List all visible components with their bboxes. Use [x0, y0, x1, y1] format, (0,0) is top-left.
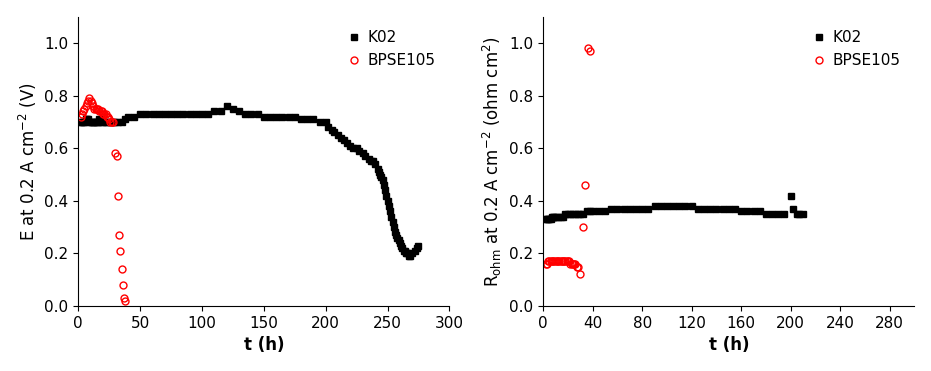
X-axis label: t (h): t (h)	[244, 336, 284, 354]
BPSE105	[88, 104, 99, 108]
BPSE105	[87, 101, 98, 106]
BPSE105	[76, 112, 88, 116]
Line: BPSE105: BPSE105	[77, 95, 128, 304]
BPSE105	[565, 262, 576, 266]
K02	[88, 120, 100, 124]
K02	[384, 204, 395, 208]
Y-axis label: E at 0.2 A cm$^{-2}$ (V): E at 0.2 A cm$^{-2}$ (V)	[17, 82, 39, 241]
BPSE105	[580, 183, 591, 187]
K02	[395, 241, 406, 245]
BPSE105	[117, 283, 128, 287]
BPSE105	[566, 262, 577, 266]
BPSE105	[571, 265, 582, 269]
BPSE105	[540, 262, 551, 266]
K02	[413, 243, 425, 248]
BPSE105	[105, 120, 116, 124]
BPSE105	[83, 99, 94, 103]
K02	[543, 217, 554, 221]
BPSE105	[545, 259, 556, 263]
Line: BPSE105: BPSE105	[542, 45, 594, 278]
BPSE105	[92, 106, 103, 111]
K02	[271, 114, 282, 119]
BPSE105	[577, 225, 588, 229]
BPSE105	[116, 267, 128, 272]
Line: K02: K02	[78, 104, 421, 259]
BPSE105	[546, 259, 558, 263]
BPSE105	[98, 112, 109, 116]
Y-axis label: R$_{\rm ohm}$ at 0.2 A cm$^{-2}$ (ohm cm$^2$): R$_{\rm ohm}$ at 0.2 A cm$^{-2}$ (ohm cm…	[480, 36, 504, 286]
BPSE105	[548, 259, 560, 263]
K02	[540, 217, 551, 221]
K02	[96, 120, 107, 124]
K02	[785, 193, 796, 198]
BPSE105	[88, 106, 100, 111]
BPSE105	[120, 299, 131, 303]
K02	[75, 120, 87, 124]
BPSE105	[551, 259, 562, 263]
BPSE105	[94, 109, 105, 114]
BPSE105	[103, 117, 115, 121]
BPSE105	[555, 259, 566, 263]
BPSE105	[101, 114, 113, 119]
K02	[547, 214, 559, 219]
BPSE105	[113, 193, 124, 198]
Legend: K02, BPSE105: K02, BPSE105	[342, 24, 442, 74]
BPSE105	[110, 151, 121, 156]
BPSE105	[569, 262, 580, 266]
BPSE105	[118, 296, 129, 301]
BPSE105	[585, 49, 596, 53]
BPSE105	[544, 259, 555, 263]
BPSE105	[552, 259, 563, 263]
BPSE105	[573, 265, 584, 269]
BPSE105	[77, 109, 88, 114]
BPSE105	[560, 259, 571, 263]
BPSE105	[106, 120, 117, 124]
BPSE105	[574, 272, 586, 277]
K02	[567, 212, 578, 216]
BPSE105	[81, 101, 92, 106]
BPSE105	[95, 109, 106, 114]
K02	[392, 236, 403, 240]
BPSE105	[80, 104, 91, 108]
BPSE105	[541, 262, 552, 266]
K02	[222, 104, 233, 108]
K02	[637, 207, 648, 211]
BPSE105	[84, 96, 95, 101]
BPSE105	[567, 262, 578, 266]
BPSE105	[90, 106, 101, 111]
BPSE105	[114, 233, 125, 237]
K02	[710, 207, 722, 211]
X-axis label: t (h): t (h)	[708, 336, 749, 354]
BPSE105	[563, 259, 574, 263]
BPSE105	[75, 114, 87, 119]
Legend: K02, BPSE105: K02, BPSE105	[806, 24, 907, 74]
BPSE105	[111, 154, 122, 158]
BPSE105	[562, 259, 573, 263]
BPSE105	[550, 259, 561, 263]
BPSE105	[570, 262, 581, 266]
BPSE105	[582, 46, 593, 50]
BPSE105	[559, 259, 570, 263]
BPSE105	[554, 259, 565, 263]
BPSE105	[543, 259, 554, 263]
K02	[798, 212, 809, 216]
BPSE105	[99, 112, 110, 116]
K02	[552, 214, 563, 219]
BPSE105	[96, 109, 107, 114]
Line: K02: K02	[543, 193, 805, 222]
BPSE105	[85, 99, 96, 103]
BPSE105	[556, 259, 567, 263]
BPSE105	[547, 259, 559, 263]
BPSE105	[91, 106, 102, 111]
BPSE105	[561, 259, 573, 263]
K02	[403, 254, 414, 258]
BPSE105	[79, 106, 90, 111]
BPSE105	[558, 259, 569, 263]
BPSE105	[115, 249, 126, 253]
BPSE105	[107, 120, 118, 124]
BPSE105	[100, 112, 111, 116]
BPSE105	[102, 114, 114, 119]
